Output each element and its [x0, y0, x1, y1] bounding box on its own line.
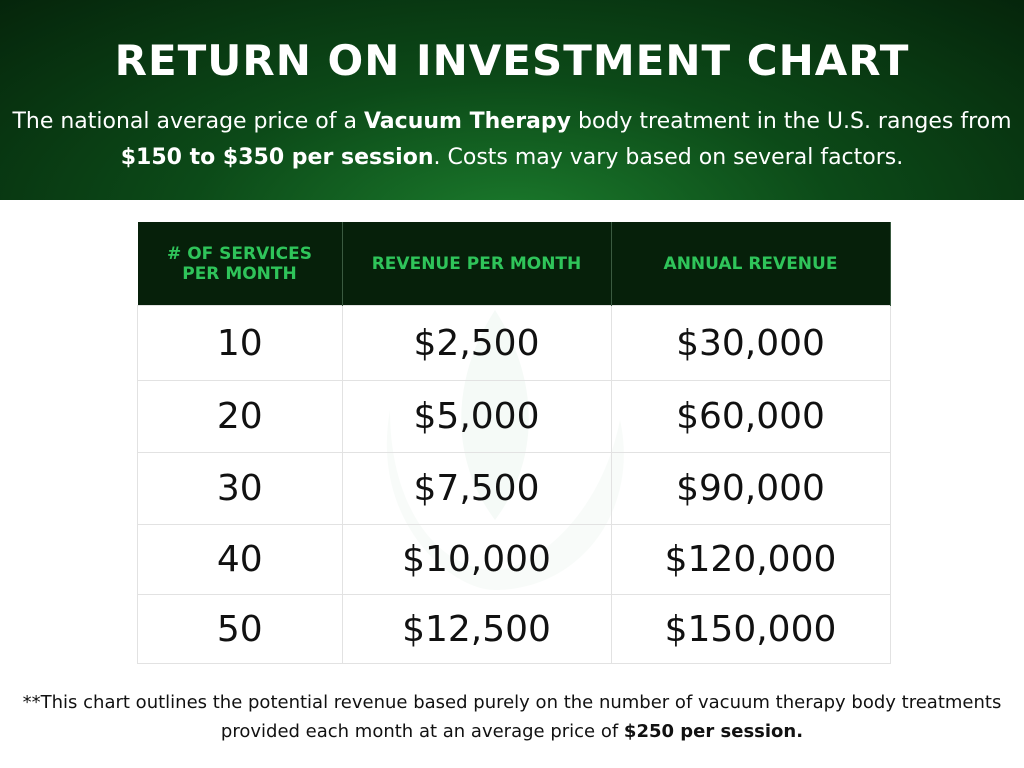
table-cell: 30 [137, 452, 343, 525]
table-cell: $2,500 [341, 305, 612, 381]
column-header: REVENUE PER MONTH [342, 222, 612, 306]
column-header: # OF SERVICES PER MONTH [137, 222, 343, 306]
text: . Costs may vary based on several factor… [433, 145, 904, 170]
bold-text: $150 to $350 per session [120, 145, 434, 170]
column-header: ANNUAL REVENUE [611, 222, 891, 306]
table-row: 10 $2,500 $30,000 [137, 305, 891, 381]
roi-table: # OF SERVICES PER MONTH REVENUE PER MONTH… [137, 222, 891, 664]
text: **This chart outlines the potential reve… [22, 692, 1002, 742]
bold-text: Vacuum Therapy [363, 109, 571, 134]
subtitle: The national average price of a Vacuum T… [10, 104, 1014, 176]
table-cell: $7,500 [341, 452, 612, 525]
table-cell: $150,000 [610, 594, 891, 664]
table-row: 50 $12,500 $150,000 [137, 594, 891, 664]
header: RETURN ON INVESTMENT CHART The national … [0, 0, 1024, 200]
text: body treatment in the U.S. ranges from [570, 109, 1012, 134]
table-cell: 50 [137, 594, 343, 664]
table-cell: $30,000 [610, 305, 891, 381]
table-cell: $90,000 [610, 452, 891, 525]
table-cell: 40 [137, 524, 343, 595]
table-row: 40 $10,000 $120,000 [137, 524, 891, 595]
bold-text: $250 per session. [623, 721, 804, 742]
table-row: 20 $5,000 $60,000 [137, 380, 891, 453]
table-cell: $12,500 [341, 594, 612, 664]
footnote: **This chart outlines the potential reve… [20, 688, 1004, 746]
table-cell: $120,000 [610, 524, 891, 595]
header-row: # OF SERVICES PER MONTH REVENUE PER MONTH… [137, 222, 891, 306]
table-row: 30 $7,500 $90,000 [137, 452, 891, 525]
text: The national average price of a [12, 109, 364, 134]
table-cell: $10,000 [341, 524, 612, 595]
table-cell: $60,000 [610, 380, 891, 453]
table-body: 10 $2,500 $30,000 20 $5,000 $60,000 30 $7,500 $9… [137, 305, 891, 664]
table-cell: 10 [137, 305, 343, 381]
table-cell: $5,000 [341, 380, 612, 453]
title: RETURN ON INVESTMENT CHART [114, 36, 910, 85]
table-cell: 20 [137, 380, 343, 453]
